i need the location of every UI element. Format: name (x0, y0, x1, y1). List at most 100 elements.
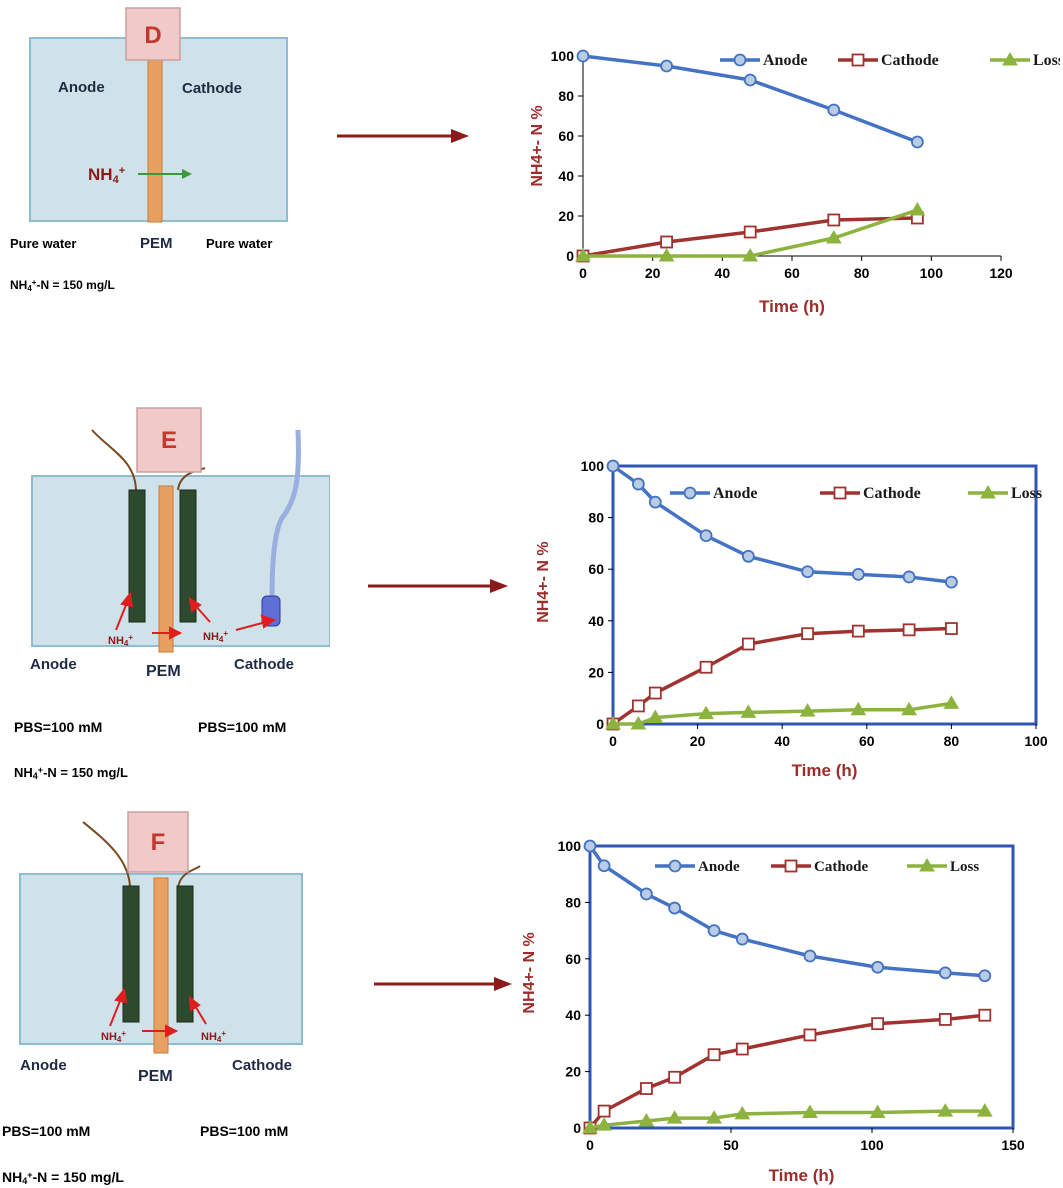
data-point-anode (631, 477, 645, 491)
data-point-cathode (707, 1048, 721, 1062)
data-point-loss (734, 1105, 751, 1120)
concentration-label: NH4+-N = 150 mg/L (2, 1169, 124, 1186)
x-axis-title: Time (h) (792, 761, 858, 780)
cathode-label: Cathode (182, 80, 242, 97)
x-tick-label: 80 (944, 733, 960, 749)
y-tick-label: 40 (588, 613, 604, 629)
series-line-anode (611, 464, 952, 584)
plot-frame (588, 844, 1015, 1130)
anode-label: Anode (20, 1057, 67, 1074)
data-point-loss (647, 709, 664, 724)
legend-label: Anode (763, 52, 807, 69)
anode-electrode (122, 885, 140, 1023)
x-tick-label: 40 (715, 265, 731, 281)
data-point-anode (707, 924, 721, 937)
y-axis-title: NH4+- N % (521, 932, 538, 1013)
data-point-cathode (597, 1104, 611, 1118)
x-tick-label: 150 (1001, 1137, 1025, 1153)
anode-label: Anode (58, 79, 105, 96)
ion-arrows (109, 987, 207, 1038)
data-point-cathode (851, 624, 865, 638)
data-point-loss (869, 1104, 886, 1118)
plot-frame (611, 464, 1038, 726)
legend-marker (683, 486, 697, 500)
data-point-loss (937, 1103, 954, 1117)
data-point-cathode (902, 623, 916, 637)
data-point-anode (735, 932, 749, 946)
data-point-loss (976, 1103, 993, 1117)
y-tick-label: 60 (565, 951, 581, 967)
y-tick-label: 60 (558, 128, 574, 144)
data-point-anode (741, 549, 755, 563)
legend-label: Anode (698, 859, 740, 875)
data-point-anode (938, 966, 952, 980)
data-point-anode (606, 459, 620, 473)
cathode-electrode (176, 885, 194, 1023)
x-tick-label: 120 (989, 265, 1013, 281)
anode-electrode (128, 489, 146, 623)
data-point-loss (596, 1117, 612, 1131)
x-tick-label: 0 (609, 733, 617, 749)
cathode-label: Cathode (232, 1057, 292, 1074)
pem-label: PEM (146, 663, 181, 680)
data-point-cathode (640, 1082, 653, 1095)
data-point-anode (668, 901, 682, 915)
concentration-label: NH4+-N = 150 mg/L (14, 765, 128, 780)
x-tick-label: 100 (920, 265, 944, 281)
data-point-anode (801, 565, 814, 579)
data-point-anode (648, 495, 662, 509)
y-tick-label: 0 (573, 1120, 581, 1136)
x-axis-title: Time (h) (769, 1166, 835, 1185)
arrow-e (368, 579, 508, 593)
x-tick-label: 0 (579, 265, 587, 281)
diagram-e: E NH4+ NH4+ Anode PEM Cathode PBS=100 mM… (14, 407, 330, 780)
pem-label: PEM (138, 1068, 173, 1085)
chart-f: 0 50 100 150 0 20 40 60 80 100 Time (h) NH4+- N % An… (521, 838, 1025, 1185)
pem-membrane (158, 485, 174, 653)
wire-right (177, 467, 206, 491)
legend-label: Loss (1033, 52, 1060, 69)
data-point-cathode (871, 1017, 885, 1031)
data-point-cathode (978, 1008, 992, 1022)
data-point-loss (901, 701, 917, 716)
data-point-anode (743, 73, 757, 87)
data-point-loss (630, 716, 647, 730)
legend-marker (851, 53, 865, 67)
series-line-anode (588, 844, 985, 978)
series-line-loss (613, 701, 952, 726)
x-tick-label: 0 (586, 1137, 594, 1153)
data-point-anode (944, 575, 958, 589)
concentration-label: NH4+-N = 150 mg/L (10, 278, 115, 293)
cathode-electrode (179, 489, 197, 623)
right-solution: Pure water (206, 236, 272, 251)
data-point-anode (902, 570, 916, 584)
gas-tube (269, 429, 301, 599)
series-line-cathode (588, 1013, 985, 1130)
data-point-loss (698, 705, 714, 720)
legend-label: Cathode (881, 52, 939, 69)
left-solution: Pure water (10, 236, 76, 251)
legend-marker (833, 486, 847, 500)
letter-box (127, 811, 189, 873)
data-point-cathode (668, 1070, 682, 1084)
legend-label: Cathode (863, 485, 921, 502)
y-tick-label: 100 (558, 838, 582, 854)
anode-label: Anode (30, 656, 77, 673)
data-point-anode (699, 529, 713, 543)
y-axis-title: NH4+- N % (535, 541, 552, 622)
legend-label: Loss (1011, 485, 1042, 502)
series-line-anode (582, 54, 919, 144)
data-point-anode (910, 135, 924, 149)
pem-membrane (147, 59, 163, 223)
y-tick-label: 20 (565, 1064, 581, 1080)
left-solution: PBS=100 mM (14, 719, 102, 735)
pem-label: PEM (140, 235, 173, 252)
cathode-label: Cathode (234, 656, 294, 673)
data-point-loss (575, 248, 591, 262)
legend-marker (980, 485, 996, 499)
arrow-d (337, 129, 469, 143)
data-point-loss (943, 695, 960, 709)
x-tick-label: 100 (1024, 733, 1048, 749)
data-point-cathode (660, 235, 674, 249)
data-point-anode (576, 49, 590, 63)
